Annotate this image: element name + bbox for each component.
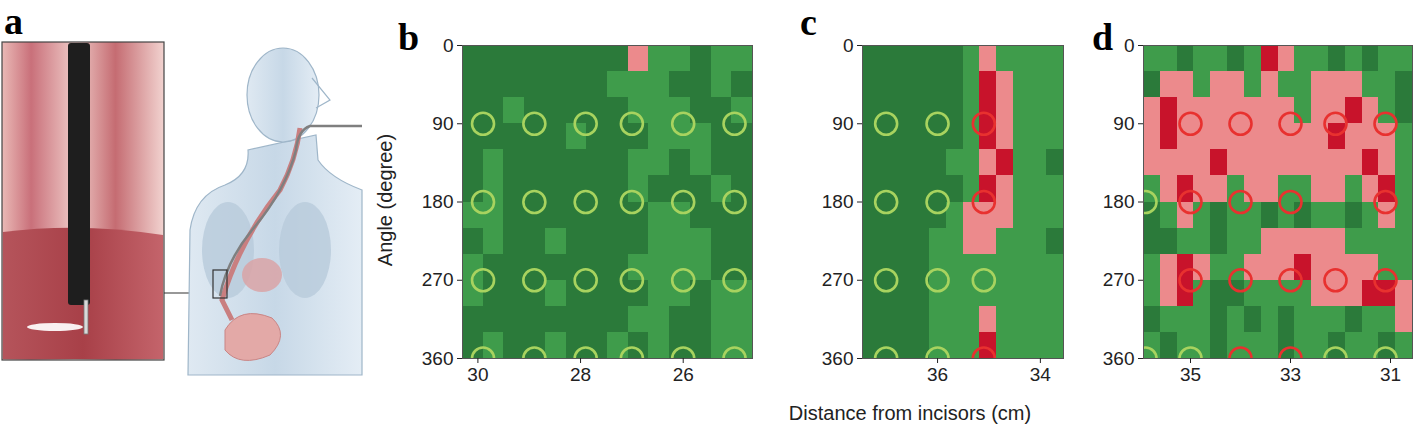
svg-text:30: 30 bbox=[467, 364, 488, 385]
svg-text:90: 90 bbox=[1113, 113, 1134, 134]
svg-text:360: 360 bbox=[822, 348, 854, 369]
svg-text:35: 35 bbox=[1180, 364, 1201, 385]
svg-text:36: 36 bbox=[927, 364, 948, 385]
svg-text:0: 0 bbox=[1124, 35, 1135, 56]
html-text:b: b bbox=[398, 16, 420, 58]
svg-text:0: 0 bbox=[443, 35, 454, 56]
svg-text:180: 180 bbox=[822, 191, 854, 212]
svg-text:90: 90 bbox=[832, 113, 853, 134]
svg-text:28: 28 bbox=[570, 364, 591, 385]
svg-text:270: 270 bbox=[1103, 269, 1135, 290]
svg-text:360: 360 bbox=[1103, 348, 1135, 369]
svg-text:31: 31 bbox=[1380, 364, 1401, 385]
svg-text:360: 360 bbox=[422, 348, 454, 369]
html-text:Angle (degree): Angle (degree) bbox=[374, 133, 396, 267]
html-text:a: a bbox=[4, 0, 23, 42]
svg-text:34: 34 bbox=[1030, 364, 1052, 385]
svg-text:270: 270 bbox=[822, 269, 854, 290]
svg-text:180: 180 bbox=[422, 191, 454, 212]
html-text:c: c bbox=[800, 1, 817, 43]
html-text:Distance from incisors (cm): Distance from incisors (cm) bbox=[788, 402, 1032, 424]
svg-text:33: 33 bbox=[1280, 364, 1301, 385]
svg-text:26: 26 bbox=[673, 364, 694, 385]
svg-text:270: 270 bbox=[422, 269, 454, 290]
svg-text:0: 0 bbox=[843, 35, 854, 56]
svg-text:90: 90 bbox=[432, 113, 453, 134]
svg-text:180: 180 bbox=[1103, 191, 1135, 212]
html-text:d: d bbox=[1092, 16, 1114, 58]
